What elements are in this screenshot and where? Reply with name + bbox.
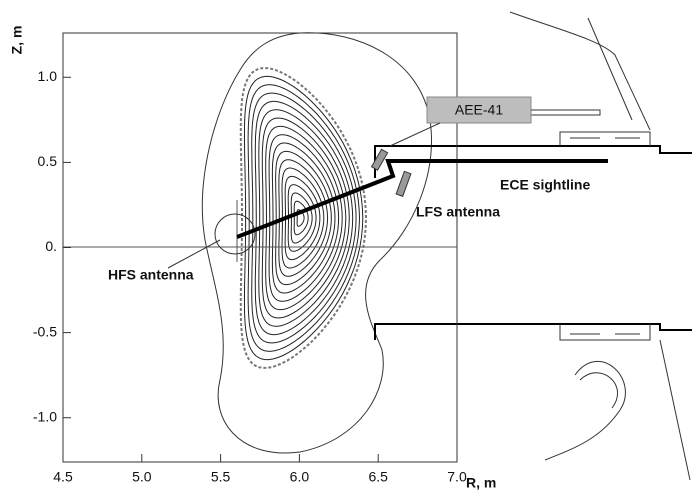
flux-surface: [275, 150, 332, 286]
port-lower: [374, 323, 692, 340]
annotation: HFS antenna: [108, 267, 194, 283]
y-tick-label: -1.0: [33, 408, 57, 424]
y-tick-label: 1.0: [38, 68, 58, 84]
y-tick-label: 0.: [45, 238, 57, 254]
flux-surface: [271, 142, 336, 294]
antenna-mirror: [395, 170, 412, 197]
x-axis-label: R, m: [466, 475, 496, 491]
annotation: ECE sightline: [500, 177, 590, 193]
flux-surface: [247, 84, 361, 352]
port-detail: [559, 131, 651, 146]
flux-surface: [244, 75, 364, 361]
annotation: AEE-41: [455, 102, 503, 118]
x-tick-label: 6.5: [368, 469, 388, 485]
flux-surfaces: [239, 67, 368, 369]
x-tick-label: 7.0: [447, 469, 467, 485]
x-tick-label: 5.0: [132, 469, 152, 485]
flux-surface: [258, 109, 350, 327]
annotation: LFS antenna: [416, 204, 500, 220]
flux-surface: [239, 67, 368, 369]
hfs-marker: [214, 213, 256, 255]
flux-surface: [268, 134, 340, 302]
x-tick-label: 4.5: [53, 469, 73, 485]
hfs-pointer: [167, 239, 221, 269]
lower-structure: [544, 339, 691, 481]
antenna-mirror: [370, 148, 389, 171]
flux-surface: [293, 200, 309, 236]
x-tick-label: 5.5: [211, 469, 231, 485]
ece-sightline-path: [236, 159, 608, 239]
vessel: [201, 11, 692, 481]
x-tick-label: 6.0: [290, 469, 310, 485]
flux-surface: [265, 125, 343, 311]
y-axis-label: Z, m: [9, 26, 25, 55]
flux-surface: [254, 100, 354, 336]
y-tick-label: 0.5: [38, 153, 58, 169]
flux-surface: [278, 159, 329, 277]
aee-box: [426, 96, 532, 124]
flux-surface: [261, 117, 347, 319]
flux-surface: [290, 192, 313, 244]
aee-pointer: [389, 109, 560, 147]
port-detail: [559, 324, 651, 341]
flux-surface: [251, 92, 357, 344]
port-upper: [374, 145, 692, 178]
outer-wall: [201, 32, 432, 454]
y-tick-label: -0.5: [33, 323, 57, 339]
